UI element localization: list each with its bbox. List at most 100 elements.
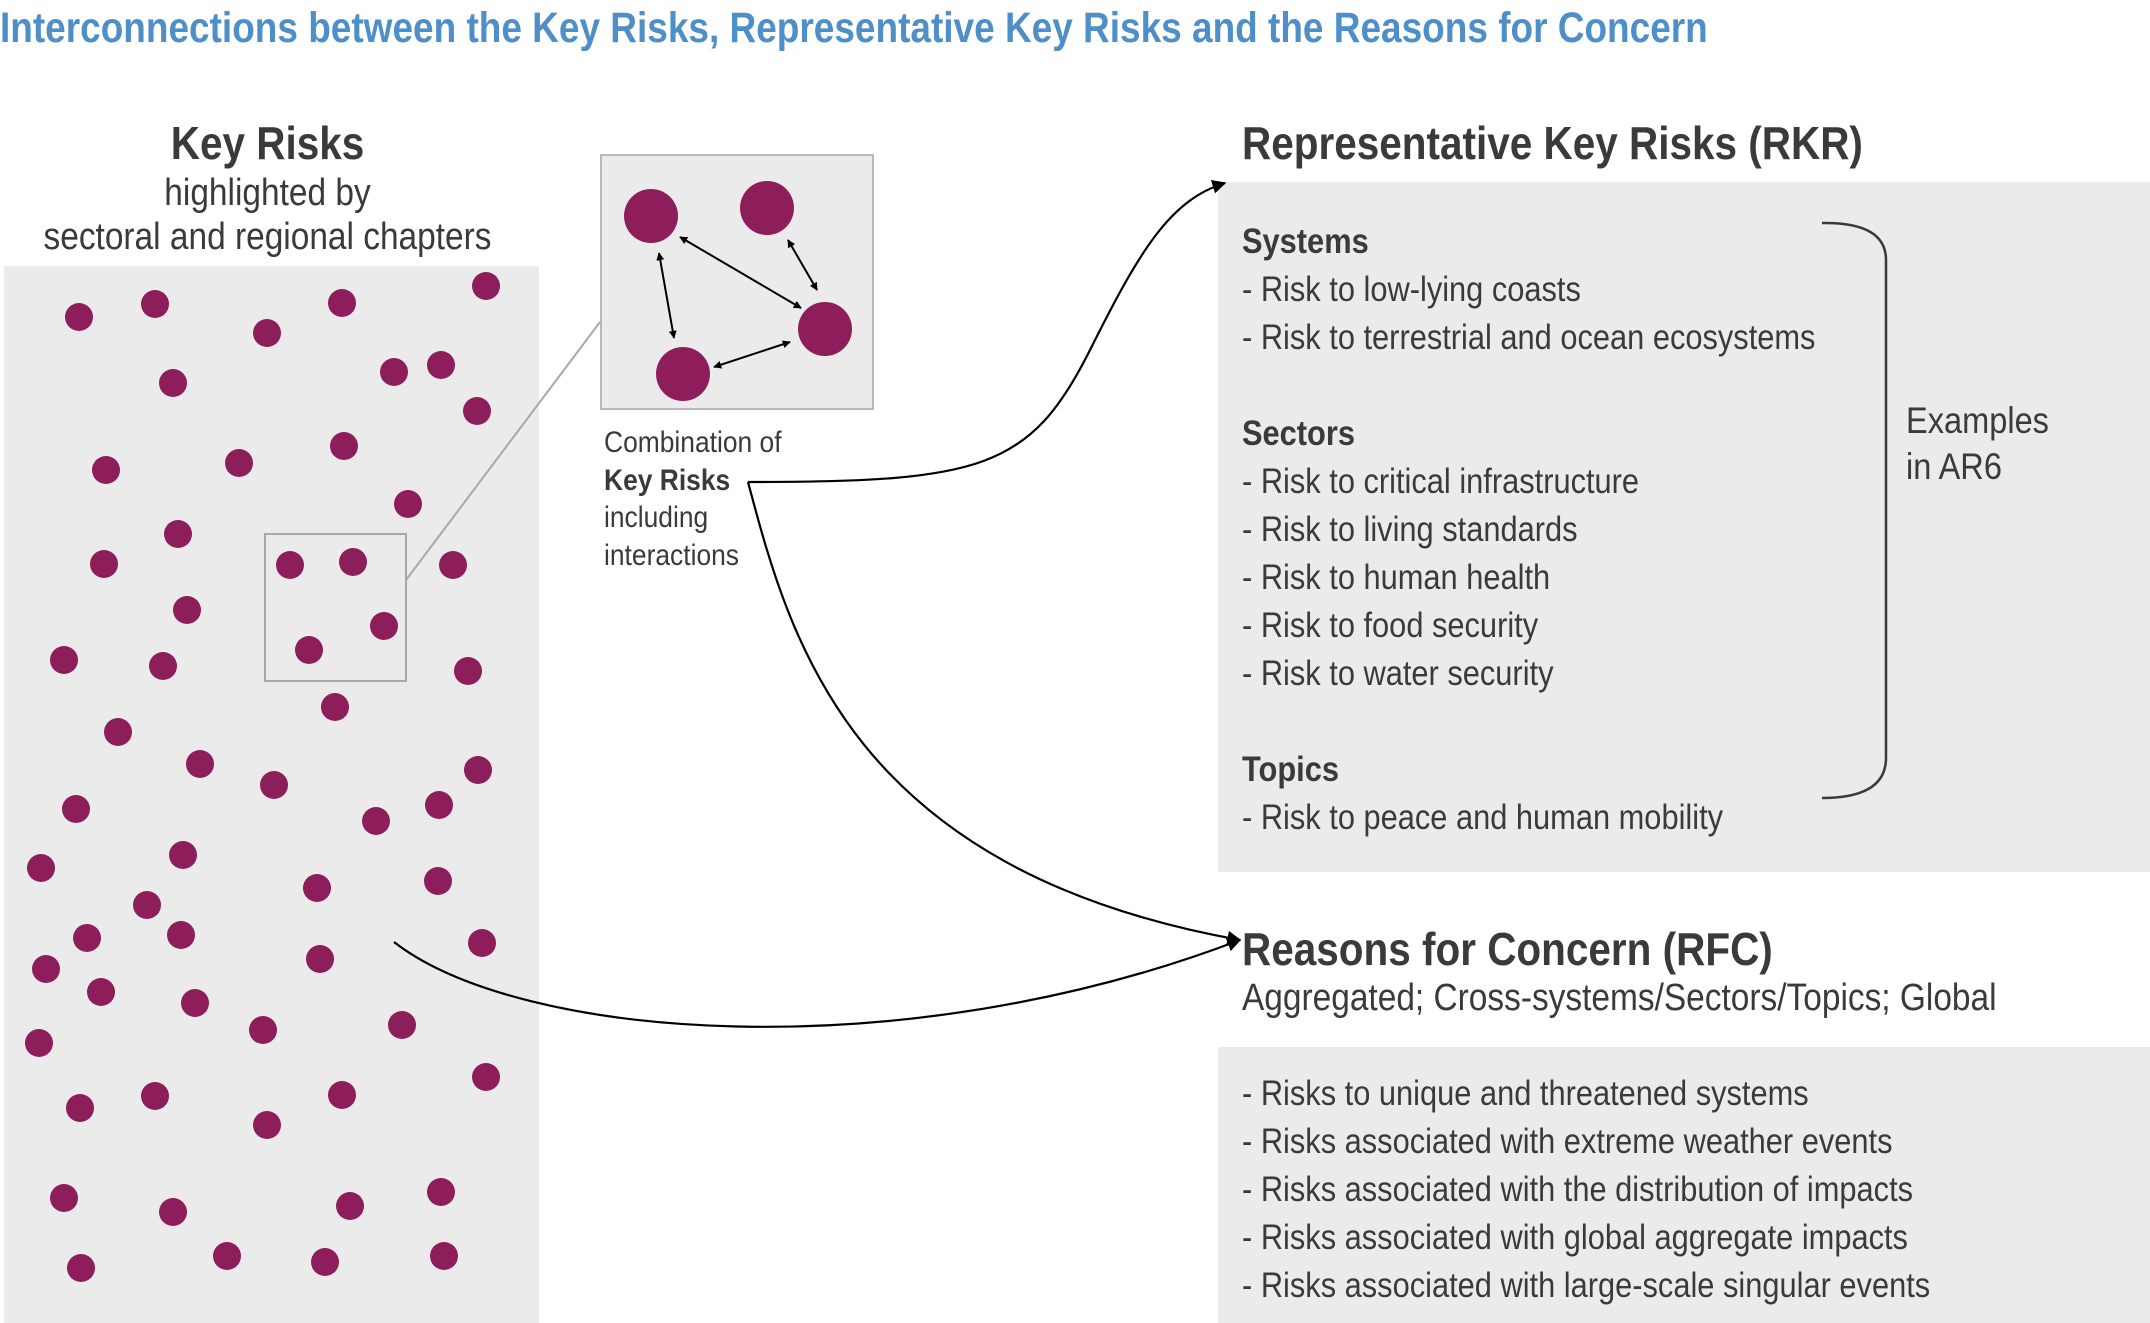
key-risk-dot — [306, 945, 334, 973]
examples-line1: Examples — [1906, 400, 2049, 441]
key-risk-dot — [169, 841, 197, 869]
key-risk-dot — [276, 551, 304, 579]
rkr-item: - Risk to water security — [1242, 654, 1554, 693]
inset-risk-dot — [656, 347, 710, 401]
key-risk-dot — [141, 1082, 169, 1110]
key-risk-dot — [92, 456, 120, 484]
key-risk-dot — [159, 1198, 187, 1226]
combination-label-line1: Combination of — [604, 426, 782, 459]
key-risk-dot — [173, 596, 201, 624]
key-risk-dot — [253, 1111, 281, 1139]
key-risk-dot — [50, 1184, 78, 1212]
rkr-item: - Risk to peace and human mobility — [1242, 798, 1724, 837]
rkr-item: - Risk to food security — [1242, 606, 1539, 645]
rfc-item: - Risks to unique and threatened systems — [1242, 1074, 1809, 1113]
key-risk-dot — [149, 652, 177, 680]
key-risk-dot — [321, 693, 349, 721]
key-risk-dot — [133, 891, 161, 919]
rkr-item: - Risk to human health — [1242, 558, 1551, 597]
rkr-item: - Risk to low-lying coasts — [1242, 270, 1581, 309]
rkr-group-systems: Systems — [1242, 222, 1369, 261]
rkr-group-topics: Topics — [1242, 750, 1339, 789]
combination-label: Combination of Key Risks including inter… — [604, 424, 782, 574]
key-risk-dot — [260, 771, 288, 799]
key-risk-dot — [388, 1011, 416, 1039]
key-risk-dot — [181, 989, 209, 1017]
arrow-combination-to-rfc — [746, 481, 1242, 945]
key-risk-dot — [439, 551, 467, 579]
inset-risk-dot — [624, 189, 678, 243]
rfc-panel — [1218, 1047, 2150, 1323]
interaction-arrow — [713, 340, 791, 369]
rfc-subtitle: Aggregated; Cross-systems/Sectors/Topics… — [1242, 977, 1997, 1019]
interaction-arrow — [656, 252, 677, 339]
key-risk-dot — [328, 1081, 356, 1109]
key-risk-dot — [330, 432, 358, 460]
key-risk-dot — [67, 1254, 95, 1282]
combination-label-line3: including — [604, 501, 709, 534]
key-risk-dot — [425, 791, 453, 819]
key-risk-dot — [427, 351, 455, 379]
key-risk-dot — [303, 874, 331, 902]
key-risk-dot — [164, 520, 192, 548]
key-risk-dot — [167, 921, 195, 949]
zoom-box — [264, 533, 407, 682]
zoom-connector-line — [405, 321, 601, 581]
rfc-item: - Risks associated with the distribution… — [1242, 1170, 1914, 1209]
key-risk-dot — [62, 795, 90, 823]
combination-label-line4: interactions — [604, 538, 740, 572]
key-risk-dot — [394, 490, 422, 518]
rkr-group-sectors: Sectors — [1242, 414, 1355, 453]
key-risk-dots — [25, 272, 500, 1282]
arrow-to-rkr — [747, 180, 1227, 484]
inset-risk-dot — [740, 181, 794, 235]
key-risk-dot — [87, 978, 115, 1006]
rfc-item: - Risks associated with large-scale sing… — [1242, 1266, 1931, 1305]
key-risk-dot — [464, 756, 492, 784]
key-risk-dot — [90, 550, 118, 578]
key-risk-dot — [32, 955, 60, 983]
key-risk-dot — [249, 1016, 277, 1044]
combination-label-line2: Key Risks — [604, 463, 731, 497]
key-risk-dot — [468, 929, 496, 957]
rkr-item: - Risk to living standards — [1242, 510, 1578, 549]
key-risk-dot — [73, 924, 101, 952]
rfc-heading: Reasons for Concern (RFC) — [1242, 923, 1773, 975]
examples-line2: in AR6 — [1906, 446, 2002, 487]
key-risk-dot — [362, 807, 390, 835]
interaction-arrow — [679, 236, 802, 309]
key-risk-dot — [186, 750, 214, 778]
inset-risk-dot — [798, 302, 852, 356]
key-risk-dot — [225, 449, 253, 477]
key-risk-dot — [66, 1094, 94, 1122]
key-risk-dot — [311, 1248, 339, 1276]
page-title: Interconnections between the Key Risks, … — [0, 4, 1708, 52]
key-risks-subtitle-line2: sectoral and regional chapters — [43, 216, 492, 258]
rkr-item: - Risk to critical infrastructure — [1242, 462, 1640, 501]
key-risk-dot — [424, 867, 452, 895]
rfc-item: - Risks associated with global aggregate… — [1242, 1218, 1908, 1257]
key-risk-dot — [370, 612, 398, 640]
rkr-item: - Risk to terrestrial and ocean ecosyste… — [1242, 318, 1816, 357]
examples-brace — [1821, 221, 1888, 800]
key-risk-dot — [295, 636, 323, 664]
key-risk-dot — [25, 1029, 53, 1057]
key-risk-dot — [336, 1192, 364, 1220]
rkr-panel — [1218, 182, 2150, 872]
key-risk-dot — [328, 289, 356, 317]
key-risk-dot — [104, 718, 132, 746]
arrow-key-risks-to-rfc — [393, 937, 1242, 1028]
key-risk-dot — [159, 369, 187, 397]
key-risk-dot — [463, 397, 491, 425]
key-risk-dot — [427, 1178, 455, 1206]
rkr-heading: Representative Key Risks (RKR) — [1242, 117, 1863, 169]
key-risks-heading: Key Risks — [170, 117, 365, 169]
key-risk-dot — [454, 657, 482, 685]
interaction-arrow — [787, 239, 818, 291]
key-risk-dot — [213, 1242, 241, 1270]
key-risk-dot — [141, 290, 169, 318]
key-risk-dot — [339, 548, 367, 576]
key-risk-dot — [472, 1063, 500, 1091]
key-risk-dot — [380, 358, 408, 386]
